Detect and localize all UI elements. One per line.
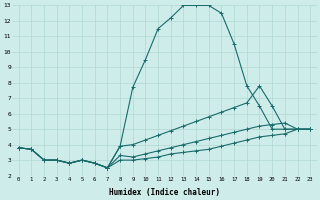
X-axis label: Humidex (Indice chaleur): Humidex (Indice chaleur) — [109, 188, 220, 197]
